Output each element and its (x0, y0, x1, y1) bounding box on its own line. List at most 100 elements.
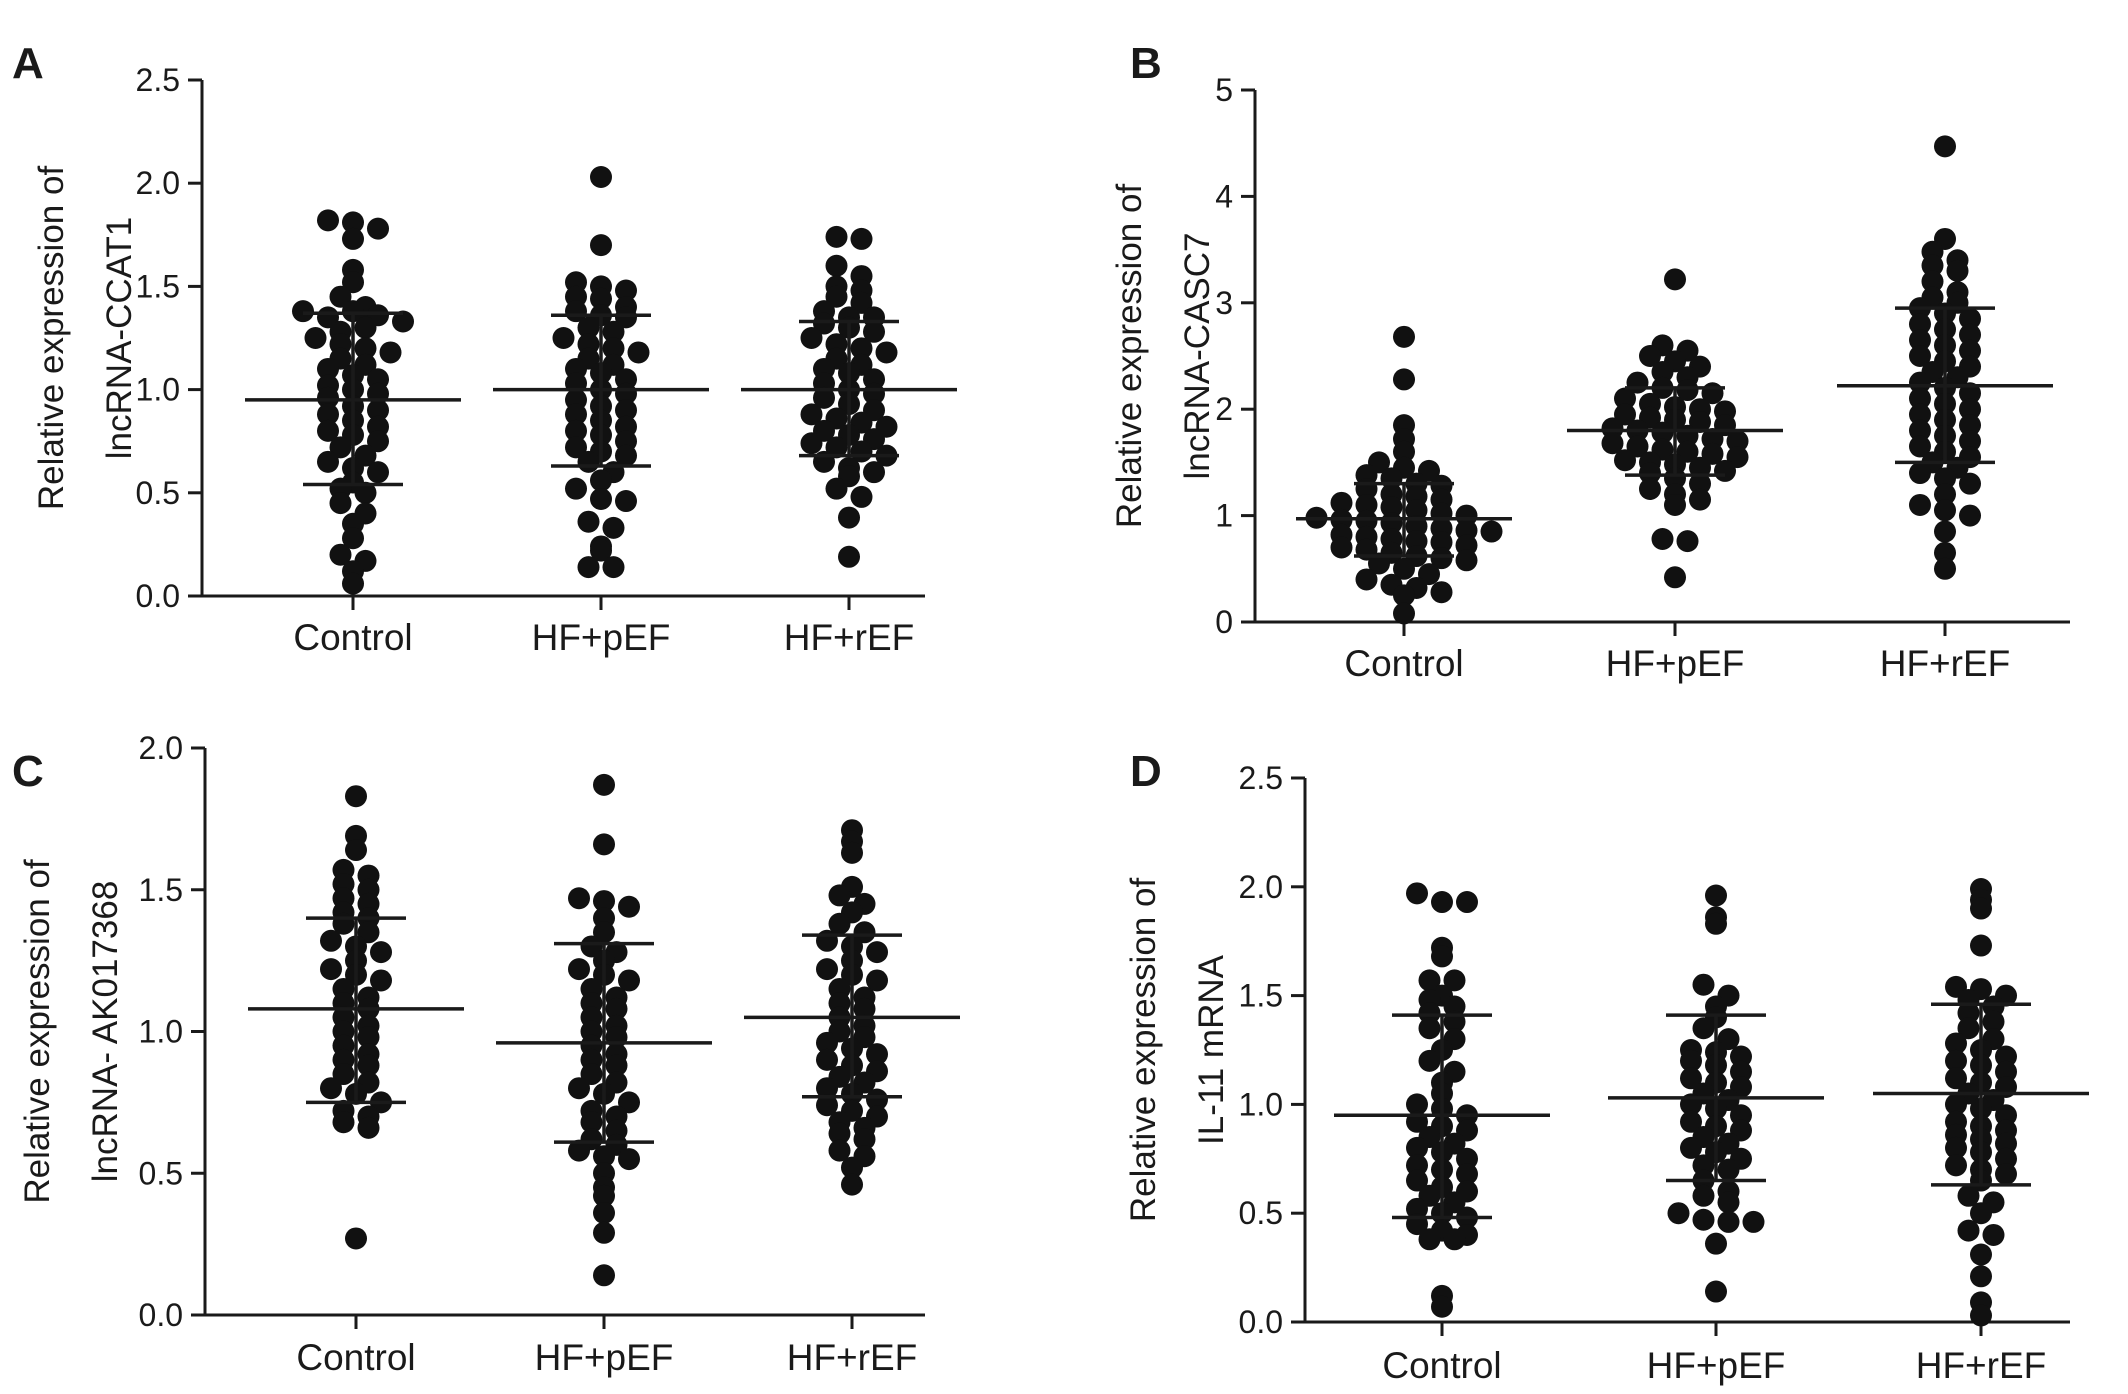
data-point (593, 921, 615, 944)
y-tick-label: 0.5 (136, 475, 180, 511)
data-point (1406, 1169, 1428, 1192)
data-point (615, 490, 637, 513)
data-point (816, 1094, 838, 1117)
data-point (1945, 1049, 1967, 1072)
data-point (1970, 1304, 1992, 1327)
data-point (1934, 541, 1956, 564)
data-point (1443, 1228, 1466, 1251)
data-point (1945, 1067, 1967, 1090)
data-point (1664, 566, 1686, 589)
data-point (602, 556, 625, 579)
data-point (602, 320, 625, 343)
data-point (1959, 382, 1981, 405)
data-point (866, 941, 888, 964)
data-point (605, 1054, 628, 1077)
data-point (367, 217, 389, 240)
data-point (1664, 467, 1686, 490)
data-point (379, 341, 402, 364)
y-tick-label: 2 (1215, 391, 1233, 427)
data-point (1970, 1265, 1992, 1288)
data-point (580, 935, 603, 958)
data-point (875, 341, 898, 364)
x-tick-label: HF+pEF (1606, 643, 1745, 684)
data-point (1934, 467, 1956, 490)
data-point (565, 477, 587, 500)
data-point (1676, 379, 1699, 402)
x-tick-label: HF+pEF (535, 1337, 674, 1378)
data-point (370, 969, 392, 992)
data-point (863, 320, 885, 343)
data-point (1717, 1191, 1740, 1214)
data-point (1639, 462, 1661, 485)
data-point (329, 436, 352, 459)
data-point (590, 539, 612, 562)
data-point (1705, 1280, 1727, 1303)
data-point (1705, 1232, 1727, 1255)
panel-letter: B (1130, 39, 1162, 88)
data-point (1982, 995, 2005, 1018)
data-point (1959, 307, 1981, 330)
data-point (1393, 584, 1415, 607)
data-point (1909, 329, 1931, 352)
data-point (1934, 520, 1956, 543)
data-point (1664, 268, 1686, 291)
data-point (816, 1048, 838, 1071)
panel-letter: C (12, 747, 44, 796)
data-point (1946, 259, 1969, 282)
data-point (828, 912, 851, 935)
data-point (1393, 368, 1415, 391)
data-point (342, 271, 364, 294)
data-point (1689, 456, 1711, 479)
data-point (1909, 403, 1931, 426)
data-point (342, 300, 364, 323)
data-point (590, 487, 612, 510)
data-point (1639, 478, 1661, 500)
data-point (1355, 509, 1378, 532)
data-point (580, 1063, 603, 1086)
data-point (825, 254, 848, 277)
panel-b: B Relative expression of lncRNA-CASC7 0 1 2 3 4… (1110, 39, 2070, 684)
data-point (1380, 496, 1403, 519)
data-point (1692, 1208, 1715, 1231)
data-point (1418, 1228, 1441, 1251)
y-tick-label: 0.5 (1239, 1195, 1283, 1231)
data-point (1431, 891, 1453, 914)
x-tick-label: Control (1382, 1345, 1501, 1386)
data-point (1651, 528, 1674, 551)
data-point (1692, 973, 1715, 996)
data-point (568, 1139, 590, 1162)
data-point (292, 300, 314, 323)
data-point (577, 510, 600, 533)
data-point (1651, 421, 1674, 444)
data-point (1418, 1049, 1441, 1072)
data-point (1430, 581, 1453, 604)
y-axis-label: Relative expression of (1124, 878, 1163, 1223)
data-point (1692, 1184, 1715, 1207)
data-point (1680, 1067, 1702, 1090)
data-point (1651, 360, 1674, 383)
data-point (1970, 1243, 1992, 1266)
data-point (1456, 1147, 1478, 1170)
y-axis-label: lncRNA- AK017368 (86, 881, 125, 1183)
data-point (1680, 1049, 1702, 1072)
x-tick-label: HF+rEF (1916, 1345, 2047, 1386)
y-tick-label: 0 (1215, 604, 1233, 640)
data-point (816, 1031, 838, 1054)
y-axis-label: lncRNA-CASC7 (1178, 233, 1217, 480)
data-point (332, 1063, 355, 1086)
data-point (866, 969, 888, 992)
data-point (615, 279, 637, 302)
data-point (1995, 1104, 2017, 1127)
y-axis-label: lncRNA-CCAT1 (100, 217, 139, 459)
y-tick-label: 0.0 (136, 578, 180, 614)
data-point (329, 543, 352, 566)
data-point (1909, 345, 1931, 367)
data-point (367, 461, 389, 484)
data-point (1730, 1060, 1752, 1083)
data-point (568, 887, 590, 910)
data-point (627, 341, 650, 364)
data-point (1614, 449, 1636, 472)
data-point (1717, 1210, 1740, 1233)
data-point (1959, 323, 1981, 346)
